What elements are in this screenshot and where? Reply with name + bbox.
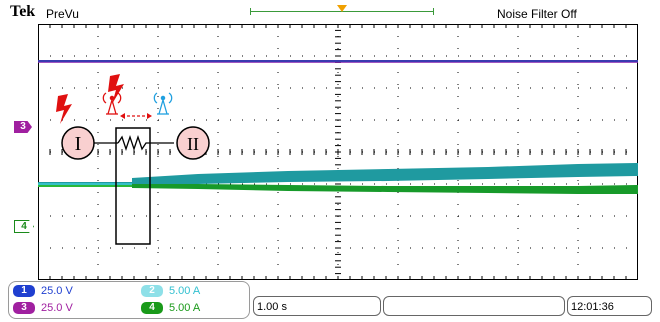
ch4-ground-marker[interactable]: 4 (14, 220, 34, 233)
ch1-scale[interactable]: 1 25.0 V (13, 284, 73, 298)
node-ii-label: II (187, 134, 199, 154)
lightning-bolt-icon (108, 74, 124, 104)
ch2-waveform (38, 163, 638, 187)
trigger-position-icon[interactable] (337, 5, 347, 12)
timebase-readout[interactable]: 1.00 s (253, 296, 381, 316)
ch4-scale[interactable]: 4 5.00 A (141, 301, 200, 315)
antenna-red-icon (102, 92, 122, 115)
waveform-display[interactable]: I II (38, 24, 638, 280)
ch4-waveform (132, 184, 638, 194)
ch2-scale-value: 5.00 A (169, 285, 201, 298)
ch4-scale-value: 5.00 A (169, 302, 201, 315)
brand-logo: Tek (10, 3, 36, 20)
trigger-readout[interactable] (383, 296, 565, 316)
circuit-diagram: I II (56, 74, 210, 245)
ch1-badge: 1 (13, 285, 35, 298)
resistor-symbol (117, 134, 174, 152)
resistor-enclosure (115, 127, 151, 245)
acquisition-state: PreVu (46, 7, 79, 21)
arrow-left-icon (120, 113, 125, 119)
channel-scale-panel[interactable]: 1 25.0 V 3 25.0 V 2 5.00 A 4 5.00 A (8, 281, 250, 319)
top-status-bar: Tek PreVu Noise Filter Off (0, 0, 660, 26)
node-ii-circle (176, 126, 210, 160)
ch4-pre-trace (38, 185, 132, 187)
graticule-grid (38, 24, 638, 280)
ch1-scale-value: 25.0 V (41, 285, 73, 298)
ch4-badge: 4 (141, 302, 163, 315)
noise-filter-status[interactable]: Noise Filter Off (497, 7, 577, 21)
node-i-label: I (75, 133, 82, 155)
ch3-ground-marker[interactable]: 3 (14, 121, 32, 133)
ch2-badge: 2 (141, 285, 163, 298)
ch3-waveform (38, 62, 638, 63)
ch3-scale-value: 25.0 V (41, 302, 73, 315)
arrow-right-icon (147, 113, 152, 119)
node-i-circle (61, 126, 95, 160)
ch3-scale[interactable]: 3 25.0 V (13, 301, 73, 315)
antenna-blue-icon (153, 92, 173, 115)
ch2-scale[interactable]: 2 5.00 A (141, 284, 200, 298)
ch1-waveform (38, 60, 638, 62)
ch3-badge: 3 (13, 302, 35, 315)
ch2-pre-trace (38, 183, 132, 186)
clock-readout: 12:01:36 (567, 296, 652, 316)
lightning-bolt-icon (56, 94, 72, 124)
